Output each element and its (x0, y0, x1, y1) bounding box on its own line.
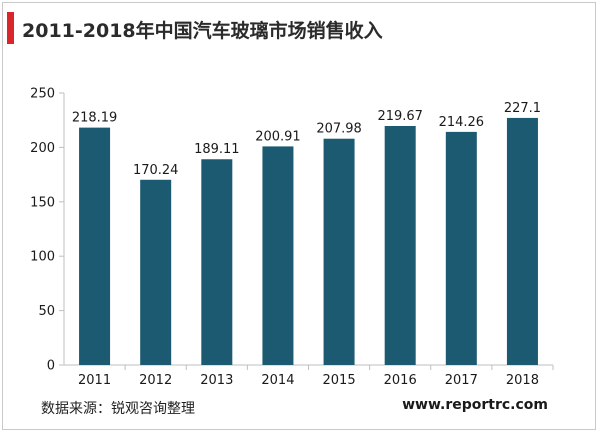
y-tick-label: 50 (38, 304, 55, 319)
bar-2011 (79, 127, 111, 365)
data-label-2012: 170.24 (133, 163, 179, 178)
bars (79, 117, 538, 366)
data-label-2015: 207.98 (316, 122, 362, 137)
y-tick-label: 150 (30, 195, 55, 210)
bar-2016 (384, 125, 416, 365)
title-accent-bar (7, 12, 14, 44)
chart-title: 2011-2018年中国汽车玻璃市场销售收入 (22, 20, 383, 42)
bar-2014 (262, 146, 294, 365)
data-label-2011: 218.19 (72, 111, 118, 126)
x-tick-label: 2011 (78, 373, 111, 388)
data-label-2017: 214.26 (439, 115, 485, 130)
data-label-2013: 189.11 (194, 142, 240, 157)
data-label-2018: 227.1 (504, 101, 541, 116)
x-tick-label: 2016 (384, 373, 417, 388)
x-axis: 2011 2012 2013 2014 2015 2016 2017 2018 (64, 364, 554, 388)
website-link[interactable]: www.reportrc.com (402, 397, 548, 413)
y-tick-label: 200 (30, 141, 55, 156)
y-tick-label: 0 (47, 359, 55, 374)
y-axis: 0 50 100 150 200 250 (30, 87, 65, 374)
data-labels: 218.19 170.24 189.11 200.91 207.98 219.67 214.… (72, 101, 541, 178)
bar-2013 (201, 159, 233, 365)
x-tick-label: 2013 (200, 373, 233, 388)
data-label-2014: 200.91 (255, 129, 301, 144)
x-tick-label: 2015 (323, 373, 356, 388)
source-note: 数据来源：锐观咨询整理 (41, 401, 195, 417)
bar-2012 (140, 179, 172, 365)
y-tick-label: 100 (30, 250, 55, 265)
x-tick-label: 2017 (445, 373, 478, 388)
x-tick-label: 2014 (261, 373, 294, 388)
y-tick-label: 250 (30, 87, 55, 102)
x-tick-label: 2018 (506, 373, 539, 388)
bar-2015 (323, 138, 355, 365)
bar-2017 (445, 131, 477, 365)
data-label-2016: 219.67 (377, 109, 423, 124)
x-tick-label: 2012 (139, 373, 172, 388)
bar-2018 (506, 117, 538, 366)
